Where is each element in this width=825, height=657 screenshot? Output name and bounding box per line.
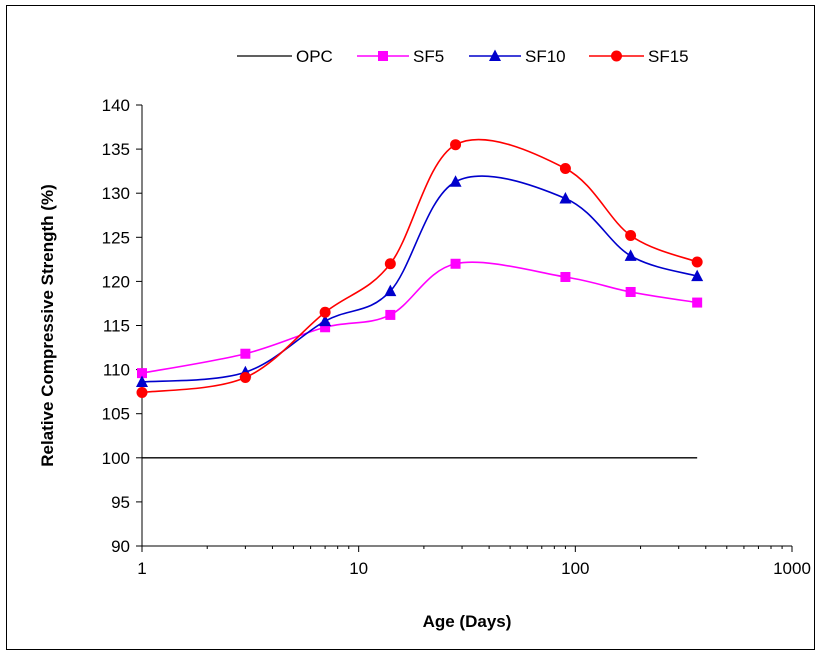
y-tick-label: 90	[111, 537, 130, 556]
data-point-sf10	[384, 284, 397, 297]
legend-marker-sf5	[378, 51, 388, 61]
data-point-sf15	[691, 256, 703, 268]
x-tick-label: 100	[561, 559, 589, 578]
data-point-sf10	[136, 375, 148, 387]
data-point-sf5	[450, 258, 461, 269]
data-point-sf10	[624, 249, 637, 261]
y-tick-label: 140	[102, 96, 130, 115]
y-tick-label: 120	[102, 272, 130, 291]
series-sf5	[137, 258, 703, 379]
data-point-sf5	[240, 348, 251, 359]
data-point-sf15	[559, 163, 571, 175]
data-point-sf10	[319, 314, 332, 327]
y-tick-label: 135	[102, 140, 130, 159]
data-point-sf5	[137, 368, 147, 379]
data-point-sf5	[320, 322, 331, 333]
x-axis-title: Age (Days)	[423, 612, 512, 631]
data-point-sf5	[692, 297, 703, 308]
y-tick-label: 95	[111, 493, 130, 512]
data-point-sf15	[625, 230, 637, 242]
data-point-sf5	[385, 309, 396, 320]
series-line-sf5	[141, 261, 698, 374]
data-point-sf5	[560, 271, 571, 282]
data-point-sf15	[239, 372, 251, 384]
legend-item-sf15: SF15	[589, 47, 689, 66]
data-point-sf15	[136, 387, 148, 399]
legend-item-sf10: SF10	[469, 47, 566, 66]
x-tick-label: 1	[137, 559, 146, 578]
legend-label-opc: OPC	[296, 47, 333, 66]
chart-frame: 90 95 100 105 110 115 120 125 130 135 140 1 10 100 100…	[6, 5, 815, 650]
x-tick-label: 1000	[773, 559, 811, 578]
data-point-sf5	[625, 286, 636, 297]
y-axis-title: Relative Compressive Strength (%)	[38, 184, 57, 466]
series-line-sf10	[141, 175, 698, 383]
y-tick-label: 130	[102, 184, 130, 203]
y-tick-label: 125	[102, 228, 130, 247]
data-point-sf10	[691, 269, 704, 282]
legend-label-sf5: SF5	[413, 47, 444, 66]
series-layer	[136, 138, 704, 459]
legend-label-sf10: SF10	[525, 47, 566, 66]
legend-item-opc: OPC	[237, 47, 333, 66]
series-line-sf15	[141, 138, 698, 394]
data-point-sf15	[450, 139, 462, 151]
legend-item-sf5: SF5	[357, 47, 444, 66]
series-sf10	[136, 175, 704, 387]
data-point-sf15	[384, 258, 396, 270]
y-tick-label: 110	[103, 361, 130, 380]
series-sf15	[136, 138, 703, 399]
y-tick-label: 115	[103, 317, 130, 336]
legend: OPC SF5 SF10 SF15	[237, 47, 689, 66]
legend-label-sf15: SF15	[648, 47, 689, 66]
legend-marker-sf10	[489, 49, 501, 61]
y-tick-label: 100	[102, 449, 130, 468]
data-point-sf10	[559, 191, 572, 204]
legend-marker-sf15	[611, 50, 622, 62]
data-point-sf15	[319, 306, 331, 318]
x-tick-label: 10	[349, 559, 368, 578]
y-tick-label: 105	[102, 405, 130, 424]
data-point-sf10	[449, 175, 462, 187]
